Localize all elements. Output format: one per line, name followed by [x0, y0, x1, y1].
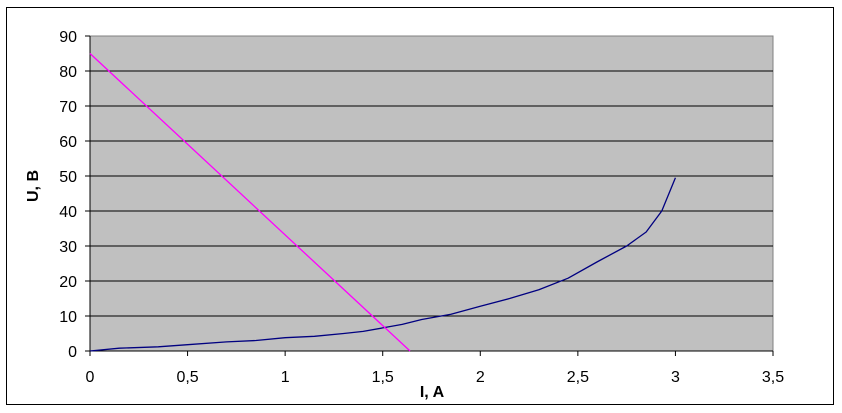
- x-tick-label: 1: [281, 369, 290, 386]
- y-tick-label: 50: [59, 169, 77, 186]
- x-tick-label: 1,5: [372, 369, 394, 386]
- y-tick-label: 70: [59, 99, 77, 116]
- y-tick-label: 20: [59, 274, 77, 291]
- x-tick-label: 2,5: [567, 369, 589, 386]
- x-tick-label: 3: [671, 369, 680, 386]
- series-line-2: [89, 53, 411, 352]
- grid-lines: [89, 36, 773, 352]
- series-group: [89, 53, 677, 352]
- x-axis-label: I, A: [420, 384, 445, 401]
- y-tick-label: 30: [59, 239, 77, 256]
- y-tick-label: 80: [59, 64, 77, 81]
- y-tick-label: 10: [59, 309, 77, 326]
- y-tick-label: 40: [59, 204, 77, 221]
- x-tick-labels: 0 0,5 1 1,5 2 2,5 3 3,5: [86, 351, 784, 386]
- y-tick-label: 60: [59, 134, 77, 151]
- x-tick-label: 0,5: [176, 369, 198, 386]
- y-tick-label: 90: [59, 29, 77, 46]
- x-tick-label: 3,5: [762, 369, 784, 386]
- y-tick-labels: 0 10 20 30 40 50 60 70 80 90: [59, 29, 90, 361]
- y-tick-label: 0: [68, 344, 77, 361]
- x-tick-label: 2: [476, 369, 485, 386]
- x-tick-label: 0: [86, 369, 95, 386]
- plot-area: [89, 35, 774, 352]
- y-axis-label: U, B: [25, 170, 42, 202]
- series-line-1: [89, 177, 677, 352]
